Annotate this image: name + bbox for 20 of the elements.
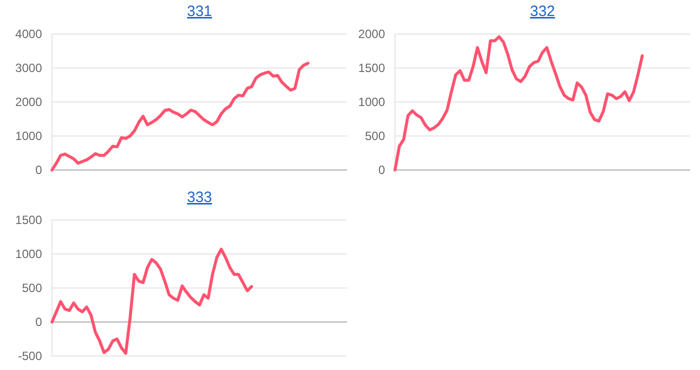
chart-title: 332 bbox=[530, 3, 556, 20]
y-tick-label: 500 bbox=[22, 281, 42, 296]
y-tick-label: 4000 bbox=[15, 27, 42, 42]
y-tick-label: 1000 bbox=[15, 129, 42, 144]
chart-title: 333 bbox=[186, 189, 212, 206]
y-tick-label: 1500 bbox=[358, 61, 386, 76]
y-tick-label: -500 bbox=[18, 349, 42, 364]
y-tick-label: 0 bbox=[35, 163, 42, 178]
y-tick-label: 1000 bbox=[15, 247, 42, 262]
y-tick-label: 500 bbox=[364, 129, 386, 144]
y-tick-label: 0 bbox=[378, 163, 386, 178]
chart-title: 331 bbox=[186, 3, 212, 20]
y-tick-label: 1500 bbox=[15, 213, 42, 228]
y-tick-label: 0 bbox=[35, 315, 42, 330]
line-series bbox=[50, 248, 254, 355]
y-tick-label: 2000 bbox=[358, 27, 386, 42]
y-tick-label: 3000 bbox=[15, 61, 42, 76]
y-tick-label: 1000 bbox=[358, 95, 386, 110]
y-tick-label: 2000 bbox=[15, 95, 42, 110]
line-series bbox=[50, 62, 310, 172]
